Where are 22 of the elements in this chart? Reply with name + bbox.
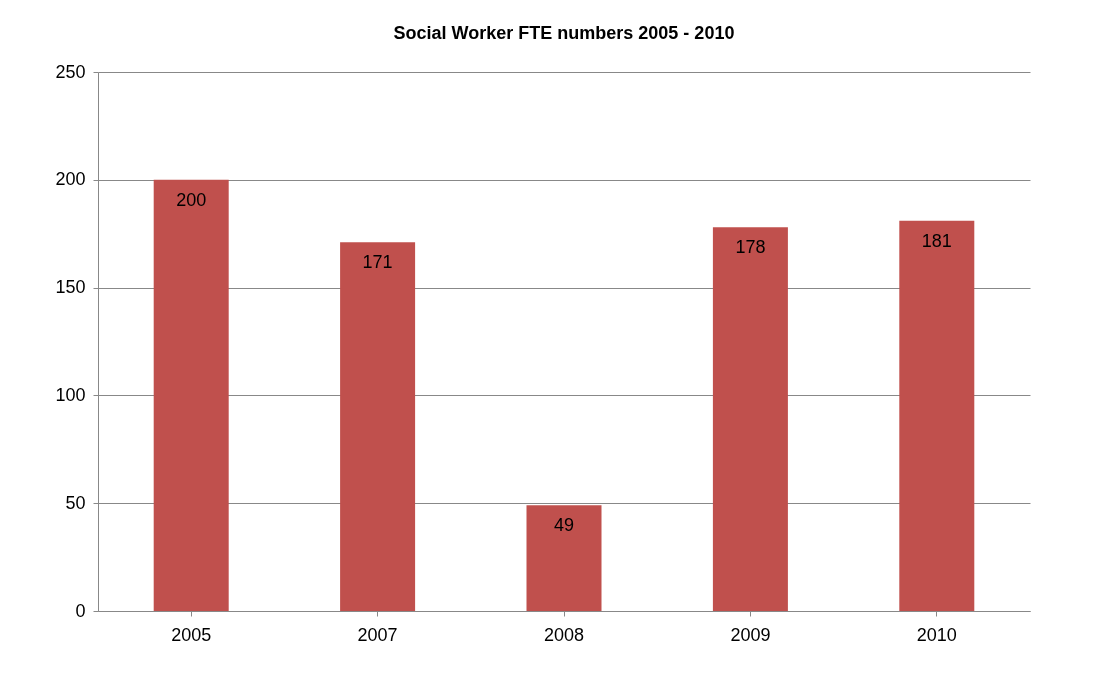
bar [526, 505, 602, 611]
x-tick-label: 2010 [916, 624, 957, 645]
y-tick-label: 150 [55, 277, 86, 298]
x-tick-label: 2007 [357, 624, 398, 645]
y-tick-label: 250 [55, 61, 86, 82]
y-tick-label: 0 [75, 600, 86, 621]
data-label: 171 [362, 252, 393, 273]
data-label: 181 [921, 230, 952, 251]
data-label: 200 [176, 189, 207, 210]
y-tick-label: 50 [65, 492, 86, 513]
chart-title: Social Worker FTE numbers 2005 - 2010 [393, 23, 735, 43]
data-label: 178 [735, 237, 766, 258]
bar [340, 242, 416, 611]
x-tick-label: 2005 [171, 624, 212, 645]
y-tick-label: 100 [55, 384, 86, 405]
x-tick-label: 2008 [543, 624, 585, 645]
bar [712, 227, 788, 611]
data-label: 49 [553, 515, 575, 536]
bar [153, 179, 229, 611]
bar [899, 220, 975, 611]
x-tick-label: 2009 [730, 624, 771, 645]
y-tick-label: 200 [55, 169, 86, 190]
